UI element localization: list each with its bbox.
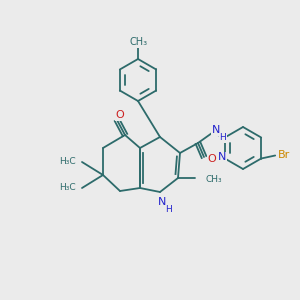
Text: H: H xyxy=(165,206,171,214)
Text: CH₃: CH₃ xyxy=(205,175,222,184)
Text: Br: Br xyxy=(278,149,290,160)
Text: H: H xyxy=(220,134,226,142)
Text: O: O xyxy=(116,110,124,120)
Text: CH₃: CH₃ xyxy=(130,37,148,47)
Text: H₃C: H₃C xyxy=(59,158,76,166)
Text: N: N xyxy=(218,152,226,163)
Text: H₃C: H₃C xyxy=(59,184,76,193)
Text: N: N xyxy=(158,197,166,207)
Text: N: N xyxy=(212,125,220,135)
Text: O: O xyxy=(208,154,216,164)
